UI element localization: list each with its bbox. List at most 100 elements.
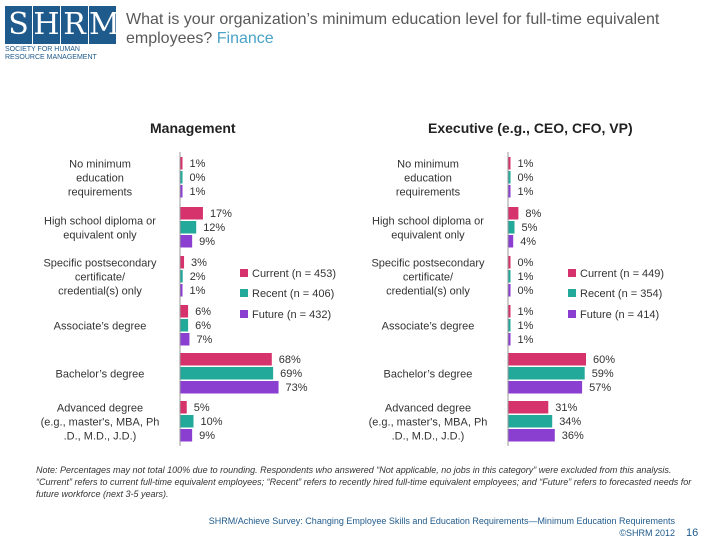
- management-legend-label: Future (n = 432): [252, 309, 331, 321]
- management-data-label: 69%: [280, 368, 302, 380]
- executive-bar: [508, 256, 511, 269]
- management-bar: [180, 305, 189, 318]
- management-category-label: requirements: [68, 186, 133, 198]
- management-category-label: Bachelor’s degree: [56, 368, 145, 380]
- management-data-label: 10%: [201, 416, 223, 428]
- management-bar: [180, 333, 190, 346]
- executive-data-label: 1%: [518, 186, 534, 198]
- management-category-label: Advanced degree: [57, 402, 143, 414]
- management-bar: [180, 401, 187, 414]
- management-data-label: 17%: [210, 208, 232, 220]
- management-bar: [180, 157, 183, 170]
- executive-bar: [508, 319, 511, 332]
- footer-source: SHRM/Achieve Survey: Changing Employee S…: [208, 516, 675, 526]
- executive-data-label: 1%: [518, 271, 534, 283]
- executive-legend-label: Current (n = 449): [580, 268, 664, 280]
- management-data-label: 12%: [203, 222, 225, 234]
- footer: SHRM/Achieve Survey: Changing Employee S…: [155, 515, 675, 539]
- executive-category-label: .D., M.D., J.D.): [392, 430, 465, 442]
- logo-letter-m: M: [89, 6, 120, 44]
- executive-bar: [508, 401, 549, 414]
- management-bar: [180, 171, 183, 184]
- executive-data-label: 57%: [589, 382, 611, 394]
- executive-bar: [508, 415, 553, 428]
- executive-bar: [508, 171, 511, 184]
- title-accent: Finance: [216, 30, 274, 47]
- management-bar: [180, 284, 183, 297]
- management-bar: [180, 353, 272, 366]
- management-bar: [180, 319, 189, 332]
- management-data-label: 9%: [199, 236, 215, 248]
- management-chart-title: Management: [150, 120, 236, 136]
- executive-category-label: Advanced degree: [385, 402, 471, 414]
- executive-bar: [508, 270, 511, 283]
- executive-category-label: requirements: [396, 186, 461, 198]
- executive-category-label: Bachelor’s degree: [384, 368, 473, 380]
- logo-letter-r: R: [61, 6, 88, 44]
- executive-data-label: 5%: [522, 222, 538, 234]
- shrm-logo: S H R M SOCIETY FOR HUMAN RESOURCE MANAG…: [5, 6, 120, 64]
- executive-bar: [508, 353, 586, 366]
- executive-bar: [508, 221, 515, 234]
- executive-bar: [508, 367, 585, 380]
- management-category-label: .D., M.D., J.D.): [64, 430, 137, 442]
- executive-data-label: 31%: [555, 402, 577, 414]
- management-data-label: 1%: [190, 158, 206, 170]
- management-category-label: education: [76, 172, 124, 184]
- management-category-label: No minimum: [69, 158, 131, 170]
- executive-bar: [508, 333, 511, 346]
- management-bar: [180, 367, 274, 380]
- management-data-label: 9%: [199, 430, 215, 442]
- management-category-label: credential(s) only: [58, 285, 142, 297]
- management-data-label: 73%: [286, 382, 308, 394]
- executive-bar: [508, 207, 519, 220]
- logo-letter-s: S: [5, 6, 32, 44]
- management-bar: [180, 415, 194, 428]
- management-category-label: Specific postsecondary: [43, 257, 157, 269]
- management-legend-swatch: [240, 289, 248, 297]
- executive-bar: [508, 185, 511, 198]
- executive-category-label: Specific postsecondary: [371, 257, 485, 269]
- management-data-label: 1%: [190, 285, 206, 297]
- footer-copyright: ©SHRM 2012: [619, 528, 675, 538]
- management-category-label: equivalent only: [63, 229, 137, 241]
- executive-data-label: 1%: [518, 158, 534, 170]
- footnote: Note: Percentages may not total 100% due…: [36, 465, 692, 499]
- page-number: 16: [686, 527, 699, 539]
- executive-legend-label: Recent (n = 354): [580, 288, 662, 300]
- management-data-label: 6%: [195, 306, 211, 318]
- management-legend-label: Recent (n = 406): [252, 288, 334, 300]
- executive-category-label: credential(s) only: [386, 285, 470, 297]
- management-category-label: (e.g., master's, MBA, Ph: [41, 416, 160, 428]
- executive-bar: [508, 429, 555, 442]
- management-legend-swatch: [240, 310, 248, 318]
- executive-bar: [508, 235, 514, 248]
- executive-bar: [508, 284, 511, 297]
- executive-data-label: 0%: [518, 285, 534, 297]
- management-data-label: 0%: [190, 172, 206, 184]
- logo-letter-h: H: [33, 6, 60, 44]
- executive-category-label: equivalent only: [391, 229, 465, 241]
- executive-category-label: certificate/: [403, 271, 454, 283]
- executive-bar: [508, 305, 511, 318]
- management-data-label: 68%: [279, 354, 301, 366]
- executive-data-label: 1%: [518, 334, 534, 346]
- executive-data-label: 1%: [518, 306, 534, 318]
- management-data-label: 1%: [190, 186, 206, 198]
- executive-category-label: (e.g., master's, MBA, Ph: [369, 416, 488, 428]
- page-title: What is your organization’s minimum educ…: [126, 10, 716, 48]
- executive-category-label: Associate’s degree: [382, 320, 475, 332]
- management-bar: [180, 256, 185, 269]
- management-data-label: 5%: [194, 402, 210, 414]
- executive-chart-title: Executive (e.g., CEO, CFO, VP): [428, 120, 633, 136]
- executive-category-label: education: [404, 172, 452, 184]
- management-bar: [180, 381, 279, 394]
- executive-data-label: 1%: [518, 320, 534, 332]
- title-question: What is your organization’s minimum educ…: [126, 11, 660, 47]
- management-data-label: 2%: [190, 271, 206, 283]
- executive-data-label: 34%: [559, 416, 581, 428]
- executive-data-label: 59%: [592, 368, 614, 380]
- management-category-label: Associate’s degree: [54, 320, 147, 332]
- management-data-label: 6%: [195, 320, 211, 332]
